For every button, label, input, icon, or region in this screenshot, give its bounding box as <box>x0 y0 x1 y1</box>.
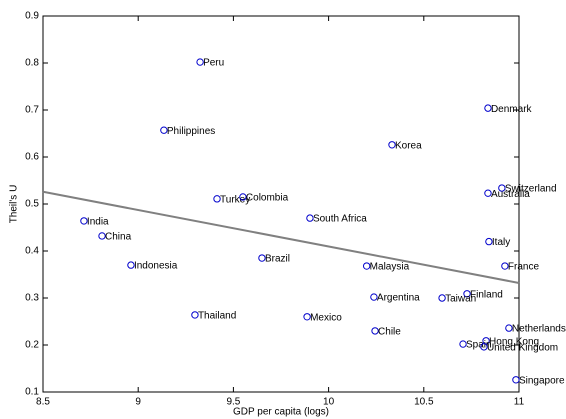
point-label: Thailand <box>198 311 236 322</box>
point-label: United Kingdom <box>487 343 558 354</box>
point <box>371 327 379 335</box>
point-label: Australia <box>491 189 530 200</box>
point-label: Taiwan <box>445 294 476 305</box>
point-label: Mexico <box>310 312 342 323</box>
point-label: Finland <box>470 289 503 300</box>
x-tick-label: 10.5 <box>414 397 434 408</box>
point <box>512 376 520 384</box>
fit-line <box>42 190 520 284</box>
point <box>213 195 221 203</box>
point-label: Chile <box>378 327 401 338</box>
point-label: Korea <box>395 140 422 151</box>
point-label: Spain <box>466 340 492 351</box>
point-label: South Africa <box>313 214 367 225</box>
y-tick-label: 0.8 <box>25 58 39 69</box>
point-label: Brazil <box>265 254 290 265</box>
point <box>306 214 314 222</box>
point <box>362 262 371 270</box>
point <box>160 126 168 134</box>
y-axis-label: Theil's U <box>9 185 20 224</box>
y-tick-label: 0.2 <box>25 340 39 351</box>
point <box>303 313 311 321</box>
point <box>484 189 492 197</box>
point <box>480 343 488 351</box>
y-tick-label: 0.3 <box>25 293 39 304</box>
x-tick-label: 9 <box>135 397 141 408</box>
y-tick-label: 0.1 <box>25 387 39 398</box>
point <box>258 254 266 262</box>
point <box>370 293 378 301</box>
y-tick-label: 0.9 <box>25 11 39 22</box>
y-tick-label: 0.6 <box>25 152 39 163</box>
point-label: Singapore <box>519 375 565 386</box>
point <box>463 290 471 298</box>
point-label: Malaysia <box>370 262 410 273</box>
point <box>98 232 106 240</box>
point <box>127 261 135 269</box>
point-label: Indonesia <box>134 261 178 272</box>
x-tick-label: 8.5 <box>36 397 50 408</box>
point-label: Argentina <box>377 293 420 304</box>
point-label: Italy <box>492 237 510 248</box>
point <box>485 237 493 246</box>
point-label: Turkey <box>220 194 250 205</box>
y-tick-label: 0.7 <box>25 105 39 116</box>
point-label: Peru <box>203 58 224 69</box>
point-label: Hong Kong <box>489 336 539 347</box>
point <box>501 262 509 270</box>
x-tick-label: 10 <box>323 397 335 408</box>
point-label: Denmark <box>491 104 533 115</box>
plot-frame <box>42 15 520 393</box>
point-label: India <box>87 217 109 228</box>
point-label: China <box>105 232 132 243</box>
point-label: Colombia <box>246 193 289 204</box>
x-tick-label: 9.5 <box>226 397 240 408</box>
point-label: France <box>508 262 540 273</box>
y-tick-label: 0.5 <box>25 199 39 210</box>
point <box>498 184 506 192</box>
y-tick-label: 0.4 <box>25 246 39 257</box>
x-axis-label: GDP per capita (logs) <box>233 407 329 418</box>
point <box>505 324 513 332</box>
point <box>80 217 88 225</box>
point-label: Philippines <box>167 126 215 137</box>
point <box>196 58 204 66</box>
point <box>484 104 492 112</box>
point <box>388 141 396 149</box>
point-label: Switzerland <box>505 184 557 195</box>
point <box>459 340 467 348</box>
point <box>438 294 446 302</box>
point <box>191 311 199 319</box>
point <box>239 193 247 201</box>
x-tick-label: 11 <box>514 397 525 408</box>
point-label: Netherlands <box>512 324 566 335</box>
